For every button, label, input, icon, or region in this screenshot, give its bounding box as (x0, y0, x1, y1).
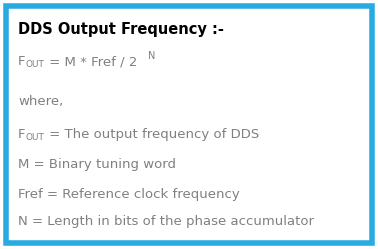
Text: F: F (18, 55, 25, 68)
Text: DDS Output Frequency :-: DDS Output Frequency :- (18, 22, 224, 37)
Text: N = Length in bits of the phase accumulator: N = Length in bits of the phase accumula… (18, 215, 314, 228)
Text: OUT: OUT (26, 133, 45, 142)
Text: N: N (148, 51, 155, 61)
Text: M = Binary tuning word: M = Binary tuning word (18, 158, 176, 171)
Text: F: F (18, 128, 25, 141)
Text: where,: where, (18, 95, 63, 108)
Text: OUT: OUT (26, 60, 45, 69)
Text: = The output frequency of DDS: = The output frequency of DDS (45, 128, 259, 141)
Text: Fref = Reference clock frequency: Fref = Reference clock frequency (18, 188, 240, 201)
Text: = M * Fref / 2: = M * Fref / 2 (45, 55, 137, 68)
